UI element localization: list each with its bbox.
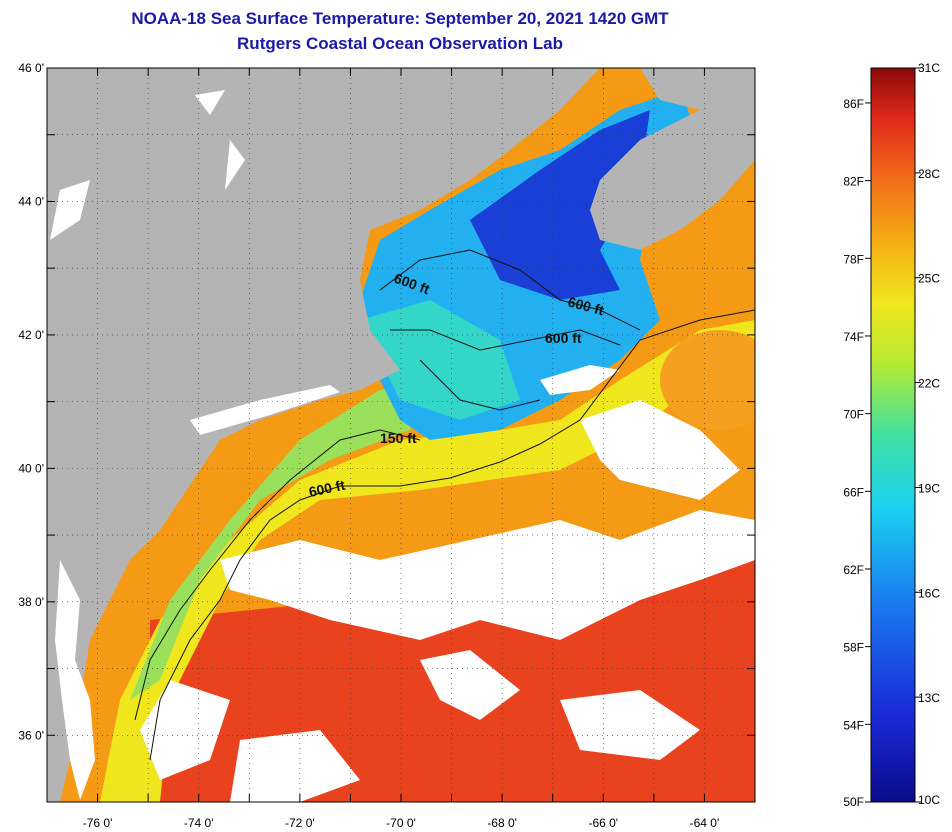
contour-600ft-shelf [149, 309, 755, 761]
fahrenheit-label: 82F [843, 175, 864, 189]
contour-label: 600 ft [307, 477, 346, 500]
warm-eddy [660, 330, 755, 430]
fahrenheit-labels: 86F 82F 78F 74F 70F 66F 62F 58F 54F 50F [843, 97, 871, 809]
lon-label: -64 0' [690, 816, 720, 830]
chesapeake-bay [55, 560, 95, 800]
fahrenheit-label: 70F [843, 408, 864, 422]
fahrenheit-label: 78F [843, 252, 864, 266]
contour-150ft [134, 429, 421, 721]
celsius-label: 19C [918, 481, 940, 495]
colorbar-gradient [870, 67, 916, 803]
map-area [47, 68, 755, 802]
nantucket-shoals-cloud [540, 365, 620, 395]
fahrenheit-label: 66F [843, 485, 864, 499]
celsius-label: 22C [918, 377, 940, 391]
celsius-label: 31C [918, 61, 940, 75]
long-island-sound [190, 385, 340, 435]
coastal-water [130, 380, 420, 700]
fahrenheit-label: 54F [843, 718, 864, 732]
fahrenheit-label: 86F [843, 97, 864, 111]
celsius-label: 10C [918, 793, 940, 807]
land-mainland [47, 68, 600, 802]
lat-label: 38 0' [18, 595, 44, 609]
celsius-labels: 31C 28C 25C 22C 19C 16C 13C 10C [915, 61, 940, 807]
longitude-labels: -76 0' -74 0' -72 0' -70 0' -68 0' -66 0' -64 … [83, 816, 720, 830]
celsius-label: 13C [918, 691, 940, 705]
fahrenheit-label: 50F [843, 795, 864, 809]
cloud-area [220, 510, 755, 640]
lon-label: -76 0' [83, 816, 113, 830]
latitude-labels: 46 0' 44 0' 42 0' 40 0' 38 0' 36 0' [18, 61, 44, 742]
contour-label: 150 ft [380, 430, 417, 446]
map-title: NOAA-18 Sea Surface Temperature: Septemb… [131, 9, 669, 28]
land-nova-scotia [590, 100, 755, 250]
lat-label: 40 0' [18, 461, 44, 475]
lon-label: -70 0' [386, 816, 416, 830]
fahrenheit-label: 62F [843, 563, 864, 577]
contour-600ft-gulf [379, 249, 641, 331]
lat-label: 46 0' [18, 61, 44, 75]
contour-label: 600 ft [545, 330, 582, 346]
lat-label: 36 0' [18, 728, 44, 742]
map-subtitle: Rutgers Coastal Ocean Observation Lab [237, 34, 563, 53]
lon-label: -66 0' [588, 816, 618, 830]
lat-label: 42 0' [18, 328, 44, 342]
cold-water-core [470, 110, 650, 300]
fahrenheit-label: 74F [843, 330, 864, 344]
lon-label: -72 0' [285, 816, 315, 830]
graticule [47, 68, 755, 802]
celsius-label: 25C [918, 272, 940, 286]
lon-label: -74 0' [184, 816, 214, 830]
lat-label: 44 0' [18, 194, 44, 208]
fahrenheit-label: 58F [843, 641, 864, 655]
lon-label: -68 0' [487, 816, 517, 830]
celsius-label: 28C [918, 167, 940, 181]
lake [50, 180, 90, 240]
celsius-label: 16C [918, 586, 940, 600]
